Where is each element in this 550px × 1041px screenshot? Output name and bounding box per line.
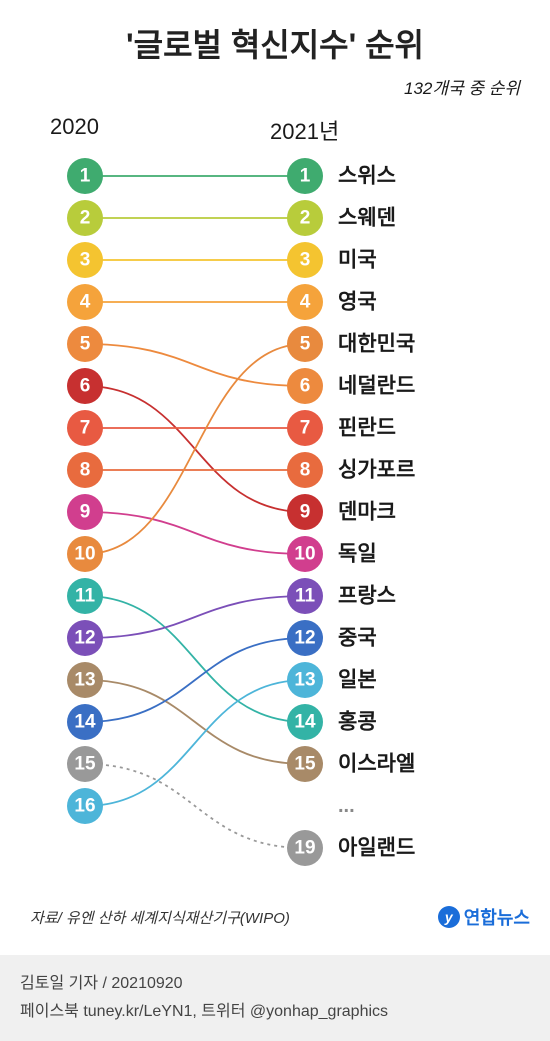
rank-number-right: 11	[295, 586, 316, 607]
slope-line	[85, 344, 305, 386]
rank-number-right: 12	[294, 628, 315, 649]
rank-number-left: 5	[80, 334, 91, 355]
country-label: 대한민국	[338, 333, 415, 356]
country-label: 독일	[338, 543, 377, 566]
country-label: 스위스	[338, 165, 396, 188]
chart-area: '글로벌 혁신지수' 순위 132개국 중 순위 2020 2021년 1234…	[0, 0, 550, 955]
rank-number-left: 2	[80, 208, 91, 229]
rank-number-left: 16	[74, 796, 95, 817]
logo-text: 연합뉴스	[464, 904, 530, 930]
country-label: 홍콩	[338, 711, 377, 734]
rank-number-left: 14	[74, 712, 96, 733]
country-label: 중국	[338, 627, 377, 650]
rank-number-left: 8	[80, 460, 91, 481]
rank-number-left: 1	[80, 166, 91, 187]
slope-line	[85, 596, 305, 638]
footer-social: 페이스북 tuney.kr/LeYN1, 트위터 @yonhap_graphic…	[20, 997, 530, 1021]
rank-number-right: 9	[300, 502, 311, 523]
publisher-logo: y 연합뉴스	[438, 904, 530, 930]
rank-number-right: 6	[300, 376, 311, 397]
rank-number-right: 1	[300, 166, 311, 187]
year-headers: 2020 2021년	[0, 114, 550, 146]
slope-line	[85, 680, 305, 806]
country-label: 핀란드	[338, 417, 396, 440]
slope-line	[85, 512, 305, 554]
rank-number-right: 4	[300, 292, 311, 313]
country-label: 이스라엘	[338, 753, 415, 776]
rank-number-right: 5	[300, 334, 311, 355]
slope-line	[85, 764, 305, 848]
rank-number-left: 13	[74, 670, 95, 691]
slope-line	[85, 344, 305, 554]
source-text: 자료/ 유엔 산하 세계지식재산기구(WIPO)	[30, 907, 290, 928]
country-label: 일본	[338, 669, 377, 692]
year-left: 2020	[30, 114, 180, 146]
country-label: 네덜란드	[338, 375, 415, 398]
chart-title: '글로벌 혁신지수' 순위	[0, 20, 550, 66]
rank-number-right: 13	[294, 670, 315, 691]
rank-number-left: 15	[74, 754, 96, 775]
infographic-container: '글로벌 혁신지수' 순위 132개국 중 순위 2020 2021년 1234…	[0, 0, 550, 1041]
slope-chart: 123456789101112131415161스위스2스웨덴3미국4영국6네덜…	[20, 156, 530, 896]
rank-number-right: 3	[300, 250, 311, 271]
rank-number-left: 6	[80, 376, 91, 397]
footer: 김토일 기자 / 20210920 페이스북 tuney.kr/LeYN1, 트…	[0, 955, 550, 1041]
country-label: 프랑스	[338, 585, 396, 608]
rank-number-right: 19	[294, 838, 315, 859]
country-label: 영국	[338, 291, 377, 314]
rank-number-left: 12	[74, 628, 95, 649]
rank-number-left: 11	[75, 586, 96, 607]
rank-number-right: 14	[294, 712, 316, 733]
footer-byline: 김토일 기자 / 20210920	[20, 969, 530, 993]
slope-line	[85, 680, 305, 764]
country-label: 덴마크	[338, 501, 396, 524]
country-label: 스웨덴	[338, 207, 396, 230]
rank-number-left: 9	[80, 502, 91, 523]
chart-subtitle: 132개국 중 순위	[0, 74, 550, 99]
country-label: 아일랜드	[338, 837, 415, 860]
ellipsis: ...	[338, 795, 355, 817]
year-right: 2021년	[180, 114, 520, 146]
rank-number-right: 7	[300, 418, 311, 439]
rank-number-left: 4	[80, 292, 91, 313]
rank-number-right: 2	[300, 208, 311, 229]
slope-line	[85, 596, 305, 722]
source-row: 자료/ 유엔 산하 세계지식재산기구(WIPO) y 연합뉴스	[0, 896, 550, 945]
rank-number-right: 15	[294, 754, 316, 775]
slope-line	[85, 638, 305, 722]
rank-number-left: 10	[74, 544, 95, 565]
country-label: 싱가포르	[338, 459, 415, 482]
rank-number-right: 10	[294, 544, 315, 565]
country-label: 미국	[338, 249, 377, 272]
rank-number-left: 7	[80, 418, 91, 439]
rank-number-right: 8	[300, 460, 311, 481]
logo-icon: y	[438, 906, 460, 928]
rank-number-left: 3	[80, 250, 91, 271]
